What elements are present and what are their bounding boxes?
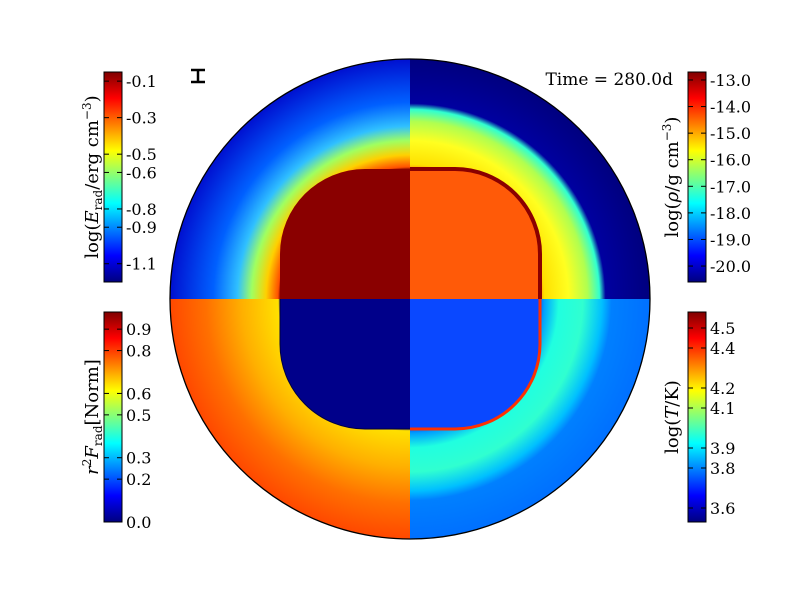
colorbar-tick-label: 0.9 [126,320,151,339]
colorbar-tick-label: 4.1 [710,399,735,418]
colorbar-label-density: log(ρ/g cm−3) [660,117,683,238]
colorbar-tick-label: -20.0 [710,257,751,276]
colorbar-tick-label: -0.6 [126,163,157,182]
colorbar-tick-label: 4.5 [710,319,735,338]
colorbar-tick-label: -14.0 [710,98,751,117]
map-outline [169,58,651,540]
colorbar-density [687,71,707,283]
colorbar-tick-label: -0.1 [126,72,157,91]
colorbar-tick-label: -0.3 [126,109,157,128]
map-disk [169,58,651,540]
colorbar-tick-label: 0.8 [126,342,151,361]
colorbar-tick-label: 0.6 [126,384,151,403]
colorbar-tick-label: 3.9 [710,439,735,458]
colorbar-tick-label: -18.0 [710,204,751,223]
colorbar-flux [103,311,123,523]
ejecta-erad [280,169,410,299]
colorbar-tick-label: -13.0 [710,71,751,90]
colorbar-tick-label: 3.8 [710,459,735,478]
colorbar-tick-label: 0.5 [126,406,151,425]
colorbar-tick-label: 0.2 [126,470,151,489]
colorbar-tick-label: -17.0 [710,177,751,196]
colorbar-tick-label: 0.3 [126,449,151,468]
colorbar-label-flux: r2Frad[Norm] [80,359,105,475]
ejecta-temperature [410,299,542,431]
colorbar-tick-label: -0.9 [126,218,157,237]
colorbar-label-temperature: log(T/K) [662,380,683,454]
colorbar-tick-label: 4.4 [710,339,735,358]
colorbar-tick-label: -0.5 [126,145,157,164]
colorbar-ticks: -0.1 -0.3 -0.5-0.6 -0.8-0.9 -1.1 -13.0 -14.0 -1… [104,71,751,532]
colorbar-label-erad: log(Erad/erg cm−3) [80,95,105,258]
colorbar-tick-label: 0.0 [126,513,151,532]
colorbar-temperature [687,311,707,523]
colorbar-erad [103,71,123,283]
ejecta-density [410,167,542,299]
colorbar-tick-label: -16.0 [710,151,751,170]
ejecta-flux [279,299,410,430]
time-label: Time = 280.0d [545,70,673,90]
colorbar-tick-label: -15.0 [710,124,751,143]
colorbar-tick-label: 3.6 [710,499,735,518]
colorbar-tick-label: -0.8 [126,200,157,219]
colorbar-tick-label: -19.0 [710,230,751,249]
scale-bar [191,68,205,84]
colorbar-tick-label: -1.1 [126,255,157,274]
colorbar-tick-label: 4.2 [710,379,735,398]
